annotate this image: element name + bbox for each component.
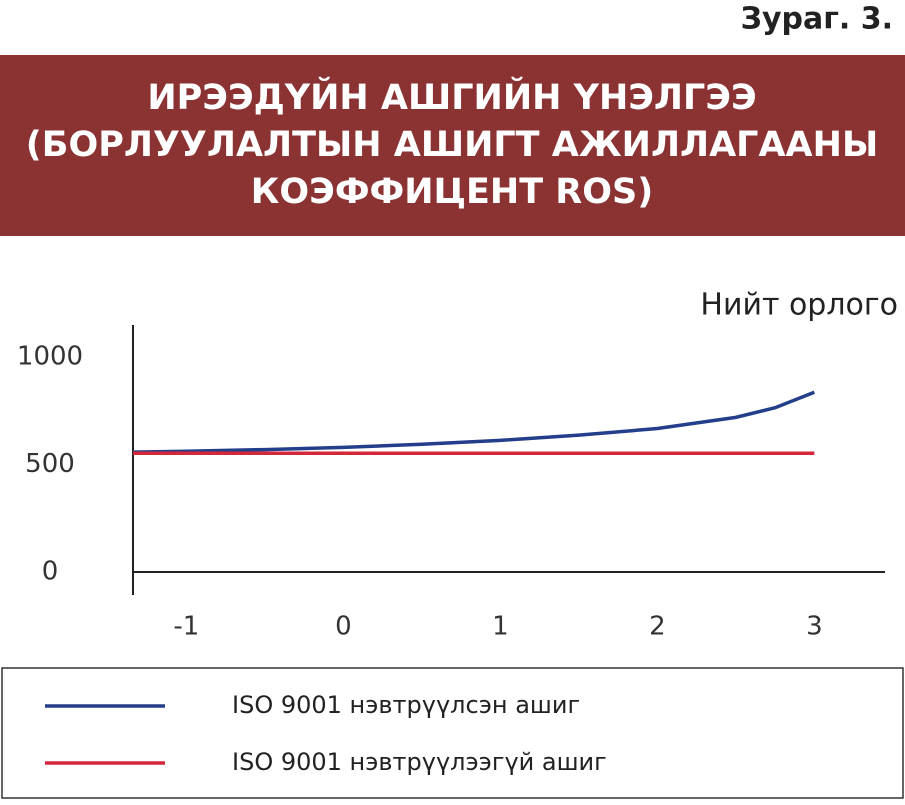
y-tick-label: 500: [25, 449, 75, 479]
legend-label: ISO 9001 нэвтрүүлсэн ашиг: [232, 691, 580, 719]
title: ИРЭЭДҮЙН АШГИЙН ҮНЭЛГЭЭ (БОРЛУУЛАЛТЫН АШ…: [26, 76, 878, 212]
x-tick-label: 2: [649, 612, 666, 642]
series-line: [132, 390, 815, 454]
y-tick-label: 1000: [17, 342, 83, 372]
x-tick-label: 0: [335, 612, 352, 642]
title-banner: [0, 55, 905, 236]
legend-label: ISO 9001 нэвтрүүлээгүй ашиг: [232, 748, 607, 776]
legend-box: [1, 667, 904, 799]
x-tick-label: -1: [173, 612, 199, 642]
y-axis-label: Нийт орлого: [700, 288, 898, 323]
figure-label: Зураг. 3.: [741, 2, 893, 37]
x-tick-label: 1: [492, 612, 509, 642]
title-line: КОЭФФИЦЕНТ ROS): [251, 172, 653, 212]
title-line: ИРЭЭДҮЙН АШГИЙН ҮНЭЛГЭЭ: [147, 76, 756, 118]
y-tick-label: 0: [42, 557, 59, 587]
x-tick-label: 3: [806, 612, 823, 642]
title-line: (БОРЛУУЛАЛТЫН АШИГТ АЖИЛЛАГААНЫ: [26, 125, 878, 165]
